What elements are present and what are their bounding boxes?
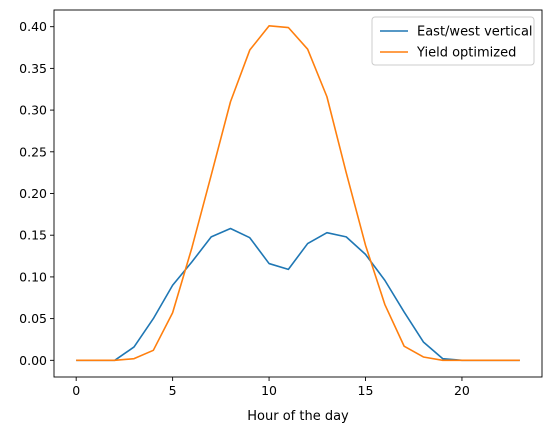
legend: East/west vertical Yield optimized [371,16,535,66]
series-line-1 [76,227,520,362]
y-tick-label: 0.15 [19,228,47,243]
legend-box [371,16,535,66]
legend-label-2: Yield optimized [416,46,516,61]
y-tick-label: 0.40 [19,19,47,34]
x-axis-label: Hour of the day [247,409,349,424]
x-tick-label: 20 [454,383,470,398]
series-line-2 [76,25,520,362]
axes: 0 5 10 15 20 0.00 0.05 0.10 0.15 0.20 0.25 0.30 0.35… [19,9,543,398]
y-tick-label: 0.30 [19,103,47,118]
plot-area [76,25,520,362]
y-tick-label: 0.05 [19,311,47,326]
y-tick-label: 0.00 [19,353,47,368]
x-tick-label: 0 [72,383,80,398]
y-tick-label: 0.20 [19,186,47,201]
y-tick-label: 0.10 [19,269,47,284]
x-tick-label: 15 [358,383,374,398]
y-tick-label: 0.35 [19,61,47,76]
legend-label-1: East/west vertical [417,25,533,40]
x-tick-label: 10 [261,383,277,398]
y-tick-label: 0.25 [19,144,47,159]
x-tick-label: 5 [169,383,177,398]
